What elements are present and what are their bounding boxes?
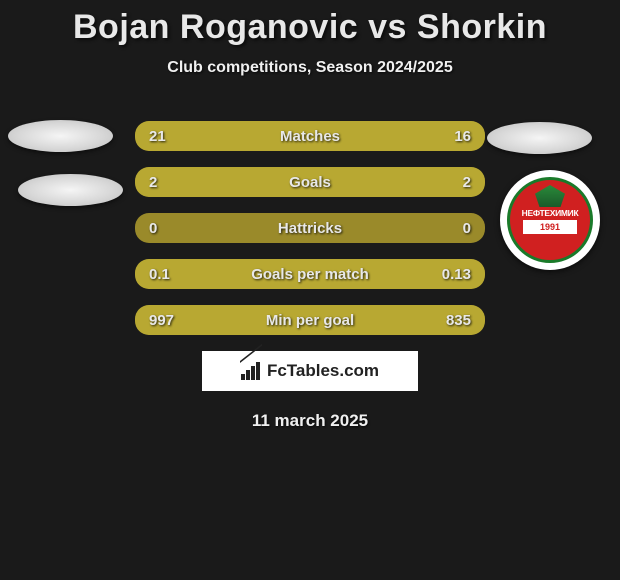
- player-right-avatar-1: [487, 122, 592, 154]
- stat-value-right: 16: [454, 128, 471, 145]
- brand-box[interactable]: FcTables.com: [202, 351, 418, 391]
- stat-value-left: 2: [149, 174, 157, 191]
- stat-bar-left: [135, 167, 310, 197]
- player-left-avatar-1: [8, 120, 113, 152]
- stat-row: 0.1 0.13 Goals per match: [135, 259, 485, 289]
- bar-icon-segment: [251, 366, 255, 380]
- club-badge: НЕФТЕХИМИК 1991: [500, 170, 600, 270]
- club-badge-inner: НЕФТЕХИМИК 1991: [507, 177, 593, 263]
- player-left-avatar-2: [18, 174, 123, 206]
- stat-value-right: 0.13: [442, 266, 471, 283]
- stat-value-right: 835: [446, 312, 471, 329]
- bar-icon-segment: [241, 374, 245, 380]
- stat-label: Goals per match: [251, 266, 369, 283]
- stat-row: 0 0 Hattricks: [135, 213, 485, 243]
- bar-icon-segment: [256, 362, 260, 380]
- stat-value-left: 21: [149, 128, 166, 145]
- stat-value-left: 0: [149, 220, 157, 237]
- stat-bar-right: [310, 167, 485, 197]
- club-badge-year: 1991: [540, 222, 560, 232]
- stat-label: Hattricks: [278, 220, 342, 237]
- stat-value-right: 2: [463, 174, 471, 191]
- stat-value-right: 0: [463, 220, 471, 237]
- bar-icon-segment: [246, 370, 250, 380]
- stat-row: 2 2 Goals: [135, 167, 485, 197]
- page-title: Bojan Roganovic vs Shorkin: [0, 8, 620, 47]
- tree-icon: [535, 185, 565, 207]
- bar-chart-icon: [241, 362, 261, 380]
- club-badge-year-box: 1991: [523, 220, 577, 234]
- stat-label: Goals: [289, 174, 331, 191]
- stat-label: Matches: [280, 128, 340, 145]
- comparison-card: Bojan Roganovic vs Shorkin Club competit…: [0, 0, 620, 431]
- stat-value-left: 997: [149, 312, 174, 329]
- stat-value-left: 0.1: [149, 266, 170, 283]
- subtitle: Club competitions, Season 2024/2025: [0, 59, 620, 77]
- brand-label: FcTables.com: [267, 361, 379, 381]
- stats-table: 21 16 Matches 2 2 Goals 0 0 Hattricks 0.1 0.13 Goal…: [135, 121, 485, 335]
- stat-row: 997 835 Min per goal: [135, 305, 485, 335]
- stat-label: Min per goal: [266, 312, 354, 329]
- footer-date: 11 march 2025: [0, 411, 620, 431]
- club-badge-text: НЕФТЕХИМИК: [522, 208, 579, 218]
- stat-row: 21 16 Matches: [135, 121, 485, 151]
